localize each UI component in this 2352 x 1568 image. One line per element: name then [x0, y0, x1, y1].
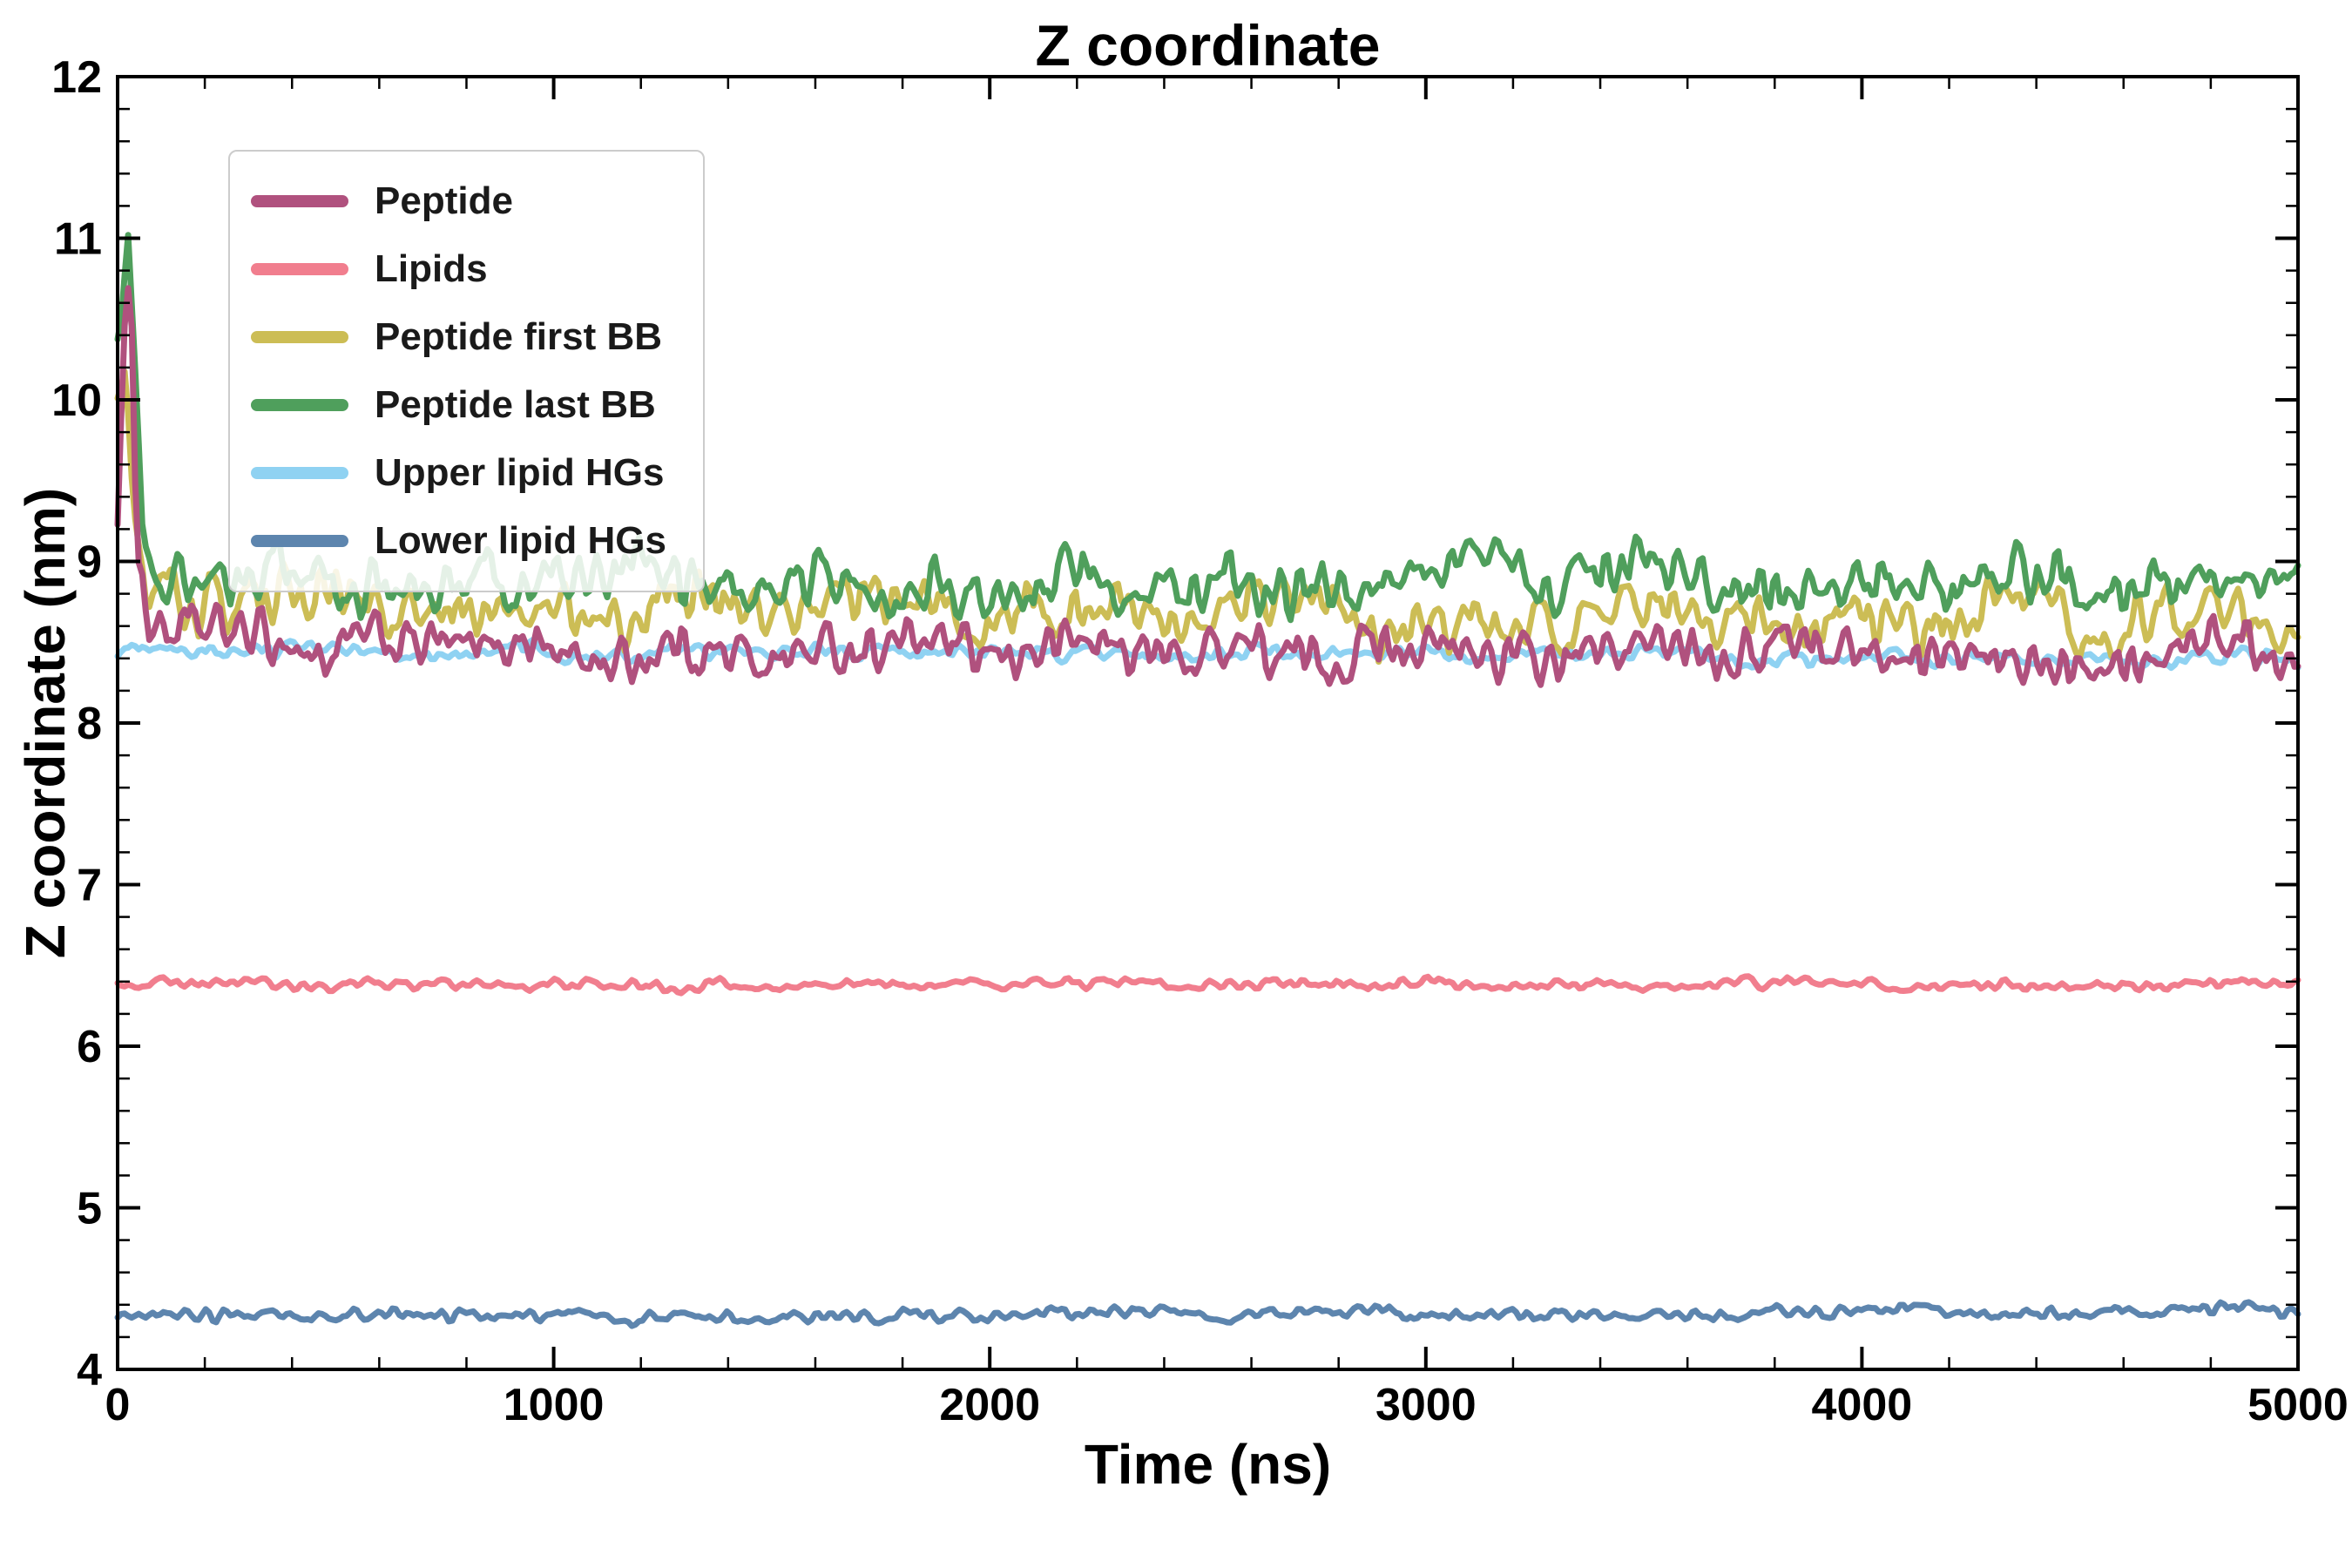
legend-item-peptide: Peptide — [251, 167, 666, 235]
legend-swatch-peptide-last-bb — [251, 399, 348, 411]
legend-item-lower-lipid-hgs: Lower lipid HGs — [251, 507, 666, 575]
y-tick-label: 12 — [51, 52, 102, 103]
legend-swatch-lower-lipid-hgs — [251, 535, 348, 547]
y-tick-label: 8 — [77, 699, 102, 749]
y-axis-label: Z coordinate (nm) — [14, 487, 77, 959]
legend-item-peptide-first-bb: Peptide first BB — [251, 303, 666, 371]
y-tick-label: 10 — [51, 375, 102, 426]
x-tick-label: 2000 — [939, 1380, 1040, 1430]
legend-swatch-lipids — [251, 263, 348, 275]
legend-item-upper-lipid-hgs: Upper lipid HGs — [251, 439, 666, 507]
x-tick-label: 5000 — [2247, 1380, 2349, 1430]
legend: Peptide Lipids Peptide first BB Peptide … — [228, 150, 705, 592]
series-line-peptide — [114, 285, 2301, 688]
x-tick-label: 3000 — [1375, 1380, 1477, 1430]
y-tick-label: 6 — [77, 1022, 102, 1072]
x-axis-label: Time (ns) — [1084, 1433, 1332, 1496]
legend-swatch-peptide-first-bb — [251, 331, 348, 343]
legend-swatch-upper-lipid-hgs — [251, 467, 348, 479]
legend-swatch-peptide — [251, 195, 348, 207]
y-tick-label: 9 — [77, 537, 102, 588]
legend-label-peptide-last-bb: Peptide last BB — [375, 383, 656, 426]
legend-label-peptide-first-bb: Peptide first BB — [375, 315, 663, 358]
x-tick-label: 4000 — [1812, 1380, 1913, 1430]
y-tick-label: 4 — [77, 1345, 102, 1396]
chart-title: Z coordinate — [1035, 13, 1381, 78]
legend-label-peptide: Peptide — [375, 179, 513, 222]
legend-label-upper-lipid-hgs: Upper lipid HGs — [375, 451, 665, 494]
series-line-lipids — [114, 973, 2301, 997]
y-tick-label: 7 — [77, 861, 102, 911]
y-tick-label: 5 — [77, 1184, 102, 1234]
legend-label-lower-lipid-hgs: Lower lipid HGs — [375, 519, 666, 562]
series-line-lower-lipid-hgs — [114, 1299, 2301, 1329]
x-tick-label: 0 — [105, 1380, 131, 1430]
legend-label-lipids: Lipids — [375, 247, 488, 290]
y-tick-label: 11 — [54, 214, 102, 265]
legend-item-lipids: Lipids — [251, 235, 666, 303]
x-tick-label: 1000 — [504, 1380, 605, 1430]
legend-item-peptide-last-bb: Peptide last BB — [251, 371, 666, 439]
